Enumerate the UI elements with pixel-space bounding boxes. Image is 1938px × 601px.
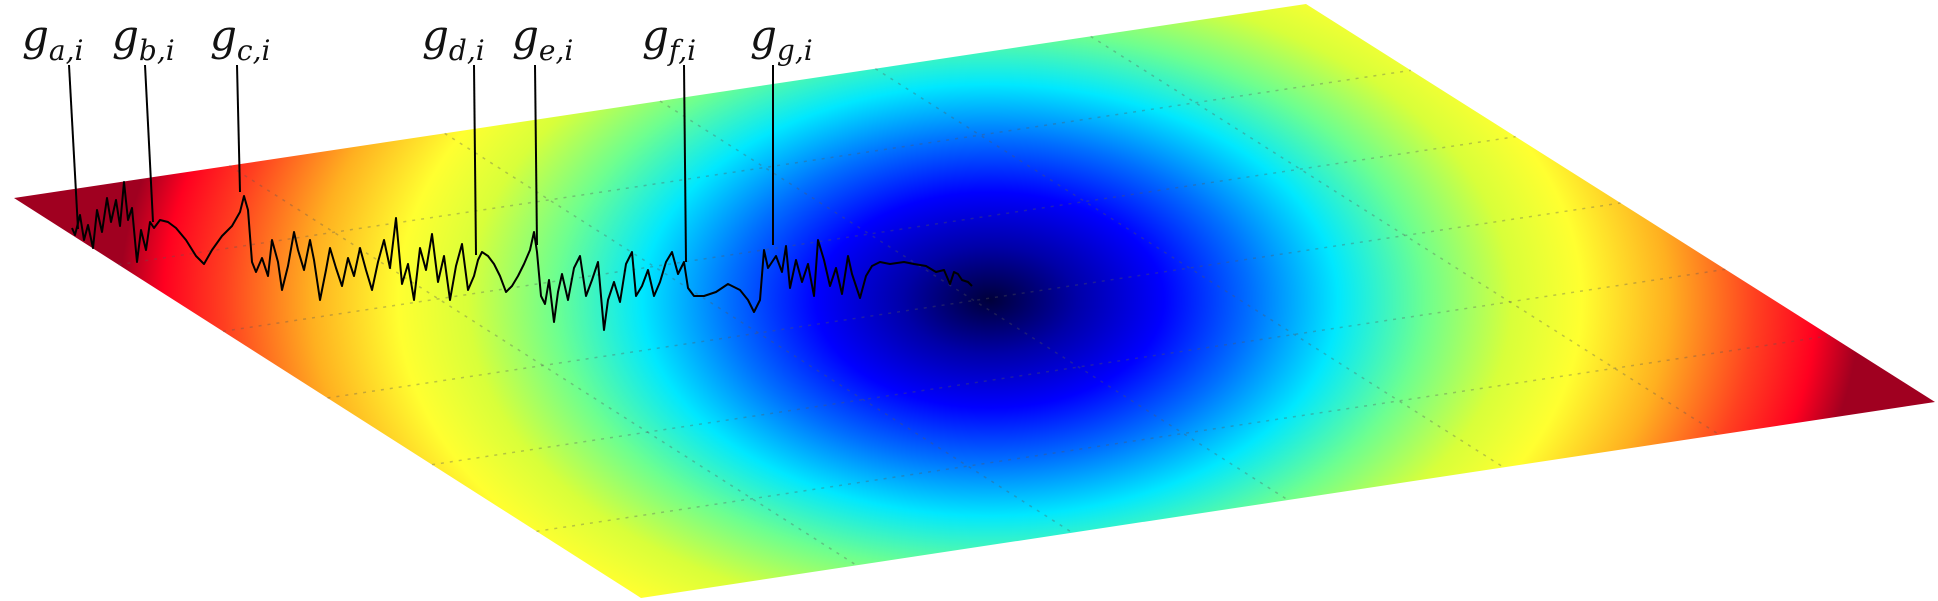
leader-f <box>683 64 687 263</box>
optimization-trajectory <box>71 181 973 331</box>
grid-line <box>431 268 1726 466</box>
label-d: gd,i <box>422 11 485 67</box>
grid-line <box>536 334 1831 533</box>
label-g: gg,i <box>750 11 813 67</box>
label-f: gf,i <box>642 11 696 67</box>
leader-c <box>236 64 241 193</box>
grid-line <box>228 165 858 566</box>
grid-line <box>118 69 1411 266</box>
loss-surface <box>14 4 1935 598</box>
surface-grid <box>118 35 1831 566</box>
leader-e <box>534 64 538 246</box>
trajectory-labels: ga,i gb,i gc,i gd,i ge,i gf,i gg,i <box>22 11 813 67</box>
label-a: ga,i <box>22 11 83 67</box>
label-e: ge,i <box>512 11 573 67</box>
leader-a <box>68 64 79 230</box>
label-c: gc,i <box>210 11 270 67</box>
leader-b <box>144 64 154 223</box>
label-b: gb,i <box>112 11 175 67</box>
grid-line <box>444 132 1073 534</box>
grid-line <box>222 135 1516 333</box>
label-leaders <box>68 64 774 263</box>
grid-line <box>327 202 1621 399</box>
leader-d <box>473 64 477 256</box>
